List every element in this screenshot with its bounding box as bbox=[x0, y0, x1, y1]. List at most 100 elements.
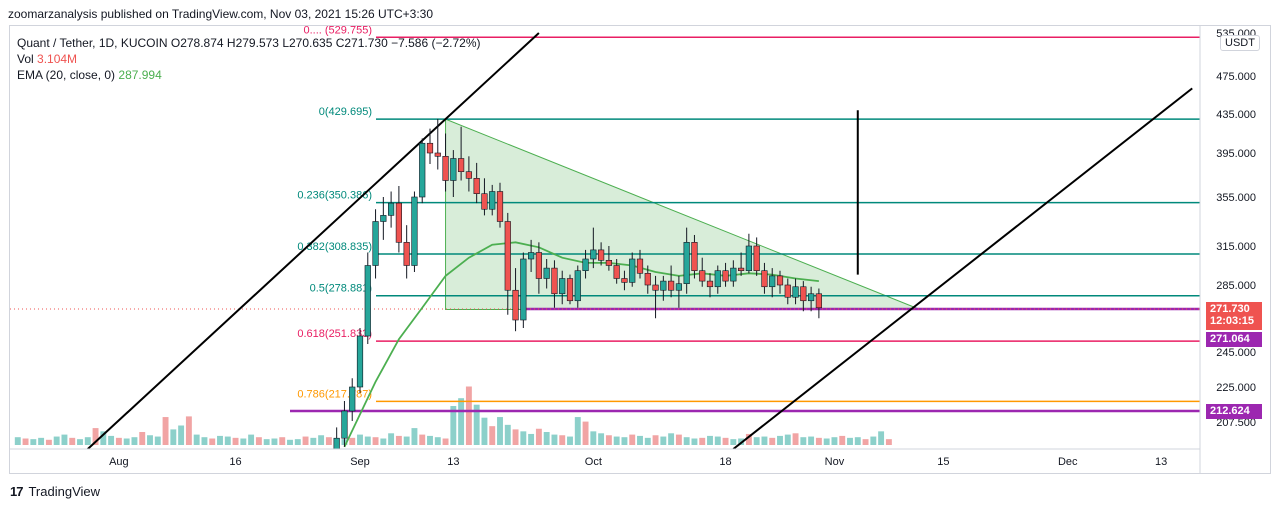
volume-bar bbox=[69, 437, 76, 445]
volume-bar bbox=[691, 438, 698, 445]
x-tick-label: Dec bbox=[1058, 456, 1078, 468]
legend-close: C271.730 bbox=[335, 36, 388, 50]
candle-body bbox=[559, 278, 566, 295]
volume-bar bbox=[815, 437, 822, 445]
volume-bar bbox=[232, 437, 239, 445]
currency-button[interactable]: USDT bbox=[1220, 35, 1260, 51]
level-tag-lower: 212.624 bbox=[1206, 404, 1262, 419]
candle-body bbox=[419, 142, 426, 198]
volume-bar bbox=[427, 435, 433, 445]
volume-bar bbox=[271, 438, 278, 445]
volume-bar bbox=[784, 434, 791, 445]
x-tick-label: 16 bbox=[229, 456, 241, 468]
volume-bar bbox=[77, 439, 83, 445]
candle-body bbox=[792, 286, 799, 298]
volume-bar bbox=[668, 433, 675, 445]
volume-bar bbox=[567, 436, 573, 445]
volume-bar bbox=[699, 437, 706, 445]
candle-body bbox=[714, 270, 721, 288]
candle-body bbox=[566, 278, 574, 302]
volume-bar bbox=[193, 434, 200, 445]
y-tick-label: 207.500 bbox=[1216, 417, 1256, 429]
volume-bar bbox=[248, 434, 255, 445]
volume-bar bbox=[263, 439, 270, 445]
chart-legend: Quant / Tether, 1D, KUCOIN O278.874 H279… bbox=[17, 35, 481, 83]
candle-body bbox=[512, 289, 519, 321]
volume-bar bbox=[722, 437, 729, 445]
legend-ema-value: 287.994 bbox=[118, 68, 162, 82]
candle-body bbox=[668, 280, 675, 291]
y-tick-label: 435.000 bbox=[1216, 109, 1256, 121]
legend-vol-label[interactable]: Vol bbox=[17, 52, 34, 66]
volume-bar bbox=[644, 437, 651, 445]
candle-body bbox=[442, 156, 449, 181]
countdown-timer: 12:03:15 bbox=[1210, 315, 1255, 327]
volume-bar bbox=[294, 439, 301, 445]
footer-branding[interactable]: 17 TradingView bbox=[10, 484, 100, 499]
fib-level-label: 0.618(251.833) bbox=[297, 328, 372, 340]
volume-bar bbox=[123, 438, 130, 445]
triangle-pattern bbox=[445, 118, 921, 310]
volume-bar bbox=[372, 437, 379, 445]
candle-body bbox=[769, 275, 776, 288]
candle-body bbox=[691, 242, 698, 271]
candle-body bbox=[644, 272, 651, 286]
candle-body bbox=[411, 196, 418, 266]
y-tick-label: 355.000 bbox=[1216, 192, 1256, 204]
volume-bar bbox=[178, 425, 185, 445]
candle-body bbox=[675, 283, 682, 291]
volume-bar bbox=[528, 433, 535, 445]
volume-bar bbox=[131, 437, 138, 445]
volume-bar bbox=[115, 437, 122, 445]
volume-bar bbox=[660, 436, 667, 445]
chart-frame[interactable] bbox=[9, 25, 1271, 474]
candle-body bbox=[520, 258, 527, 321]
volume-bar bbox=[442, 438, 449, 445]
volume-bar bbox=[761, 436, 768, 445]
volume-bar bbox=[53, 436, 60, 445]
volume-bar bbox=[287, 439, 293, 445]
publisher-line: zoomarzanalysis published on TradingView… bbox=[8, 7, 434, 21]
volume-bar bbox=[870, 436, 877, 445]
x-tick-label: 15 bbox=[937, 456, 949, 468]
volume-bar bbox=[240, 438, 247, 445]
volume-bar bbox=[707, 435, 713, 445]
legend-open: O278.874 bbox=[170, 36, 224, 50]
volume-bar bbox=[108, 435, 115, 445]
legend-symbol[interactable]: Quant / Tether, 1D, KUCOIN bbox=[17, 36, 168, 50]
candle-body bbox=[395, 202, 402, 243]
candle-body bbox=[738, 267, 745, 272]
candle-body bbox=[528, 252, 535, 260]
legend-ema-label[interactable]: EMA (20, close, 0) bbox=[17, 68, 116, 82]
plot-area: 0(429.695) 0.236(350.386) 0.382(308.835) 0.… bbox=[10, 24, 1200, 449]
volume-bar bbox=[364, 436, 371, 445]
x-tick-label: 13 bbox=[447, 456, 459, 468]
volume-bar bbox=[465, 386, 472, 445]
volume-bar bbox=[84, 437, 91, 445]
volume-bar bbox=[792, 433, 799, 445]
volume-bar bbox=[349, 437, 356, 445]
volume-bar bbox=[497, 417, 503, 445]
candle-body bbox=[745, 245, 752, 272]
fib-level-label: 0.... (529.755) bbox=[304, 24, 373, 36]
volume-bar bbox=[590, 431, 597, 445]
volume-bar bbox=[574, 417, 581, 445]
fib-level-label: 0.236(350.386) bbox=[297, 190, 372, 202]
volume-bar bbox=[310, 437, 317, 445]
volume-bar bbox=[209, 438, 216, 445]
candle-body bbox=[598, 249, 605, 261]
candle-body bbox=[551, 267, 558, 295]
candle-body bbox=[356, 335, 364, 388]
volume-bar bbox=[800, 437, 807, 445]
volume-bar bbox=[629, 434, 636, 445]
candle-body bbox=[458, 158, 465, 172]
volume-bar bbox=[520, 431, 527, 445]
volume-bar bbox=[831, 437, 838, 445]
candle-body bbox=[590, 249, 597, 260]
volume-bar bbox=[769, 437, 776, 445]
candle-body bbox=[722, 270, 729, 282]
volume-bar bbox=[154, 436, 161, 445]
candle-body bbox=[660, 280, 667, 291]
volume-bar bbox=[808, 436, 815, 445]
volume-bar bbox=[885, 439, 892, 445]
